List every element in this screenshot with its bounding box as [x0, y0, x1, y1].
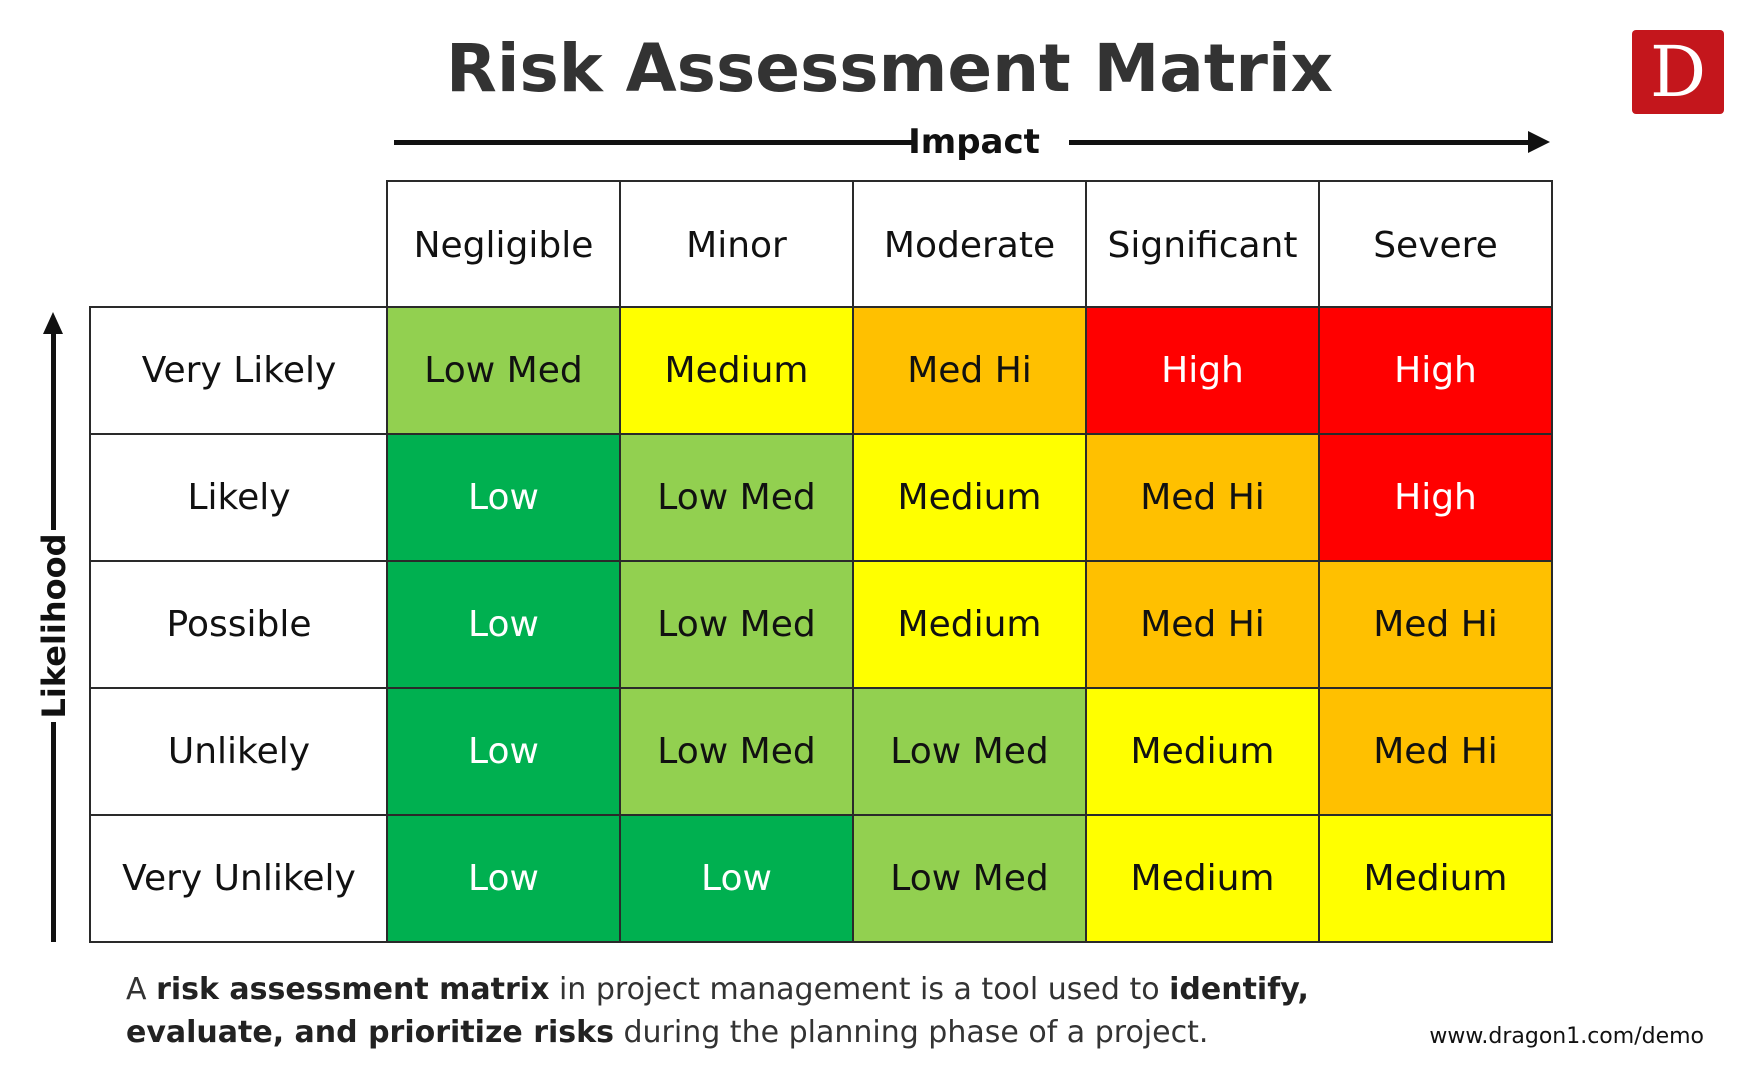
- likelihood-header-very-unlikely: Very Unlikely: [89, 814, 389, 943]
- arrow-right-icon: [1528, 131, 1550, 153]
- risk-cell: Med Hi: [1085, 433, 1320, 562]
- risk-cell: Low: [386, 433, 621, 562]
- risk-cell: Low: [386, 814, 621, 943]
- risk-cell: Medium: [1085, 687, 1320, 816]
- risk-cell: Low: [619, 814, 854, 943]
- risk-cell: Medium: [619, 306, 854, 435]
- description-bold-text: risk assessment matrix: [156, 972, 550, 1007]
- risk-cell: Low: [386, 560, 621, 689]
- impact-axis-line-right: [1069, 140, 1534, 145]
- impact-header-moderate: Moderate: [852, 180, 1087, 310]
- risk-cell: High: [1318, 306, 1553, 435]
- description-text-segment: A: [126, 972, 157, 1007]
- source-url[interactable]: www.dragon1.com/demo: [1429, 1024, 1704, 1049]
- risk-cell: Medium: [852, 433, 1087, 562]
- description-text-segment: during the planning phase of a project.: [613, 1015, 1209, 1050]
- dragon1-logo[interactable]: D: [1632, 30, 1724, 114]
- likelihood-axis: Likelihood: [34, 312, 74, 942]
- risk-cell: Med Hi: [1318, 687, 1553, 816]
- description-bold-text: identify, evaluate, and prioritize risks: [126, 972, 1309, 1050]
- risk-cell: Low Med: [386, 306, 621, 435]
- risk-cell: Low Med: [619, 687, 854, 816]
- impact-axis: Impact: [394, 116, 1554, 168]
- impact-header-negligible: Negligible: [386, 180, 621, 310]
- description-text: A risk assessment matrix in project mana…: [126, 968, 1446, 1054]
- impact-header-minor: Minor: [619, 180, 854, 310]
- risk-cell: Med Hi: [1085, 560, 1320, 689]
- likelihood-axis-line-bottom: [51, 722, 56, 942]
- page-title: Risk Assessment Matrix: [446, 30, 1334, 107]
- likelihood-header-possible: Possible: [89, 560, 389, 689]
- risk-cell: Medium: [852, 560, 1087, 689]
- likelihood-header-unlikely: Unlikely: [89, 687, 389, 816]
- risk-cell: Med Hi: [1318, 560, 1553, 689]
- likelihood-axis-label: Likelihood: [35, 533, 73, 719]
- impact-header-severe: Severe: [1318, 180, 1553, 310]
- risk-cell: Medium: [1085, 814, 1320, 943]
- risk-cell: Med Hi: [852, 306, 1087, 435]
- risk-cell: Low Med: [619, 433, 854, 562]
- likelihood-header-likely: Likely: [89, 433, 389, 562]
- risk-cell: High: [1318, 433, 1553, 562]
- risk-cell: Medium: [1318, 814, 1553, 943]
- risk-cell: Low Med: [852, 687, 1087, 816]
- impact-header-significant: Significant: [1085, 180, 1320, 310]
- likelihood-axis-line-top: [51, 322, 56, 530]
- impact-axis-label: Impact: [908, 122, 1040, 162]
- likelihood-header-very-likely: Very Likely: [89, 306, 389, 435]
- risk-cell: Low: [386, 687, 621, 816]
- risk-cell: Low Med: [619, 560, 854, 689]
- impact-axis-line-left: [394, 140, 914, 145]
- risk-cell: High: [1085, 306, 1320, 435]
- risk-cell: Low Med: [852, 814, 1087, 943]
- description-text-segment: in project management is a tool used to: [549, 972, 1170, 1007]
